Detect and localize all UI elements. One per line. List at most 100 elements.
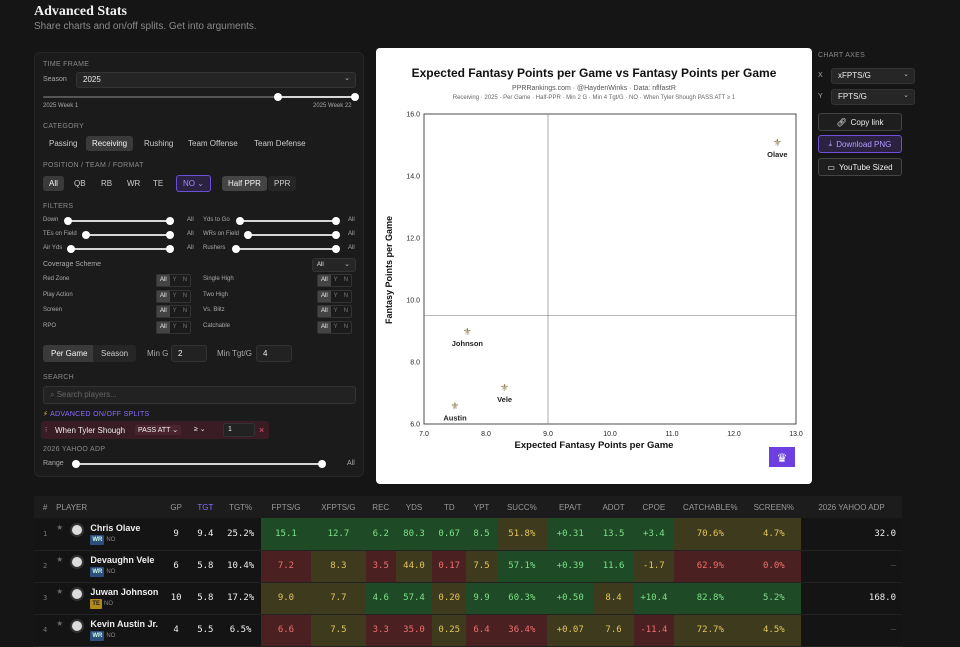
- toggle-option[interactable]: All: [318, 306, 331, 317]
- coverage-select[interactable]: All ⌄: [312, 258, 356, 272]
- position-te[interactable]: TE: [153, 179, 164, 188]
- star-icon[interactable]: ★: [56, 522, 64, 532]
- category-team-defense[interactable]: Team Defense: [254, 139, 306, 148]
- split-op-select[interactable]: ≥ ⌄: [194, 426, 206, 433]
- range-end-handle[interactable]: [351, 93, 359, 101]
- slider-start-handle[interactable]: [236, 217, 244, 225]
- adp-range-slider[interactable]: [72, 460, 326, 468]
- toggle-option[interactable]: Y: [172, 277, 177, 283]
- table-row[interactable]: 2 ★ Devaughn Vele WR NO 6 5.8 10.4% 7.2 8.3 3.5…: [34, 550, 902, 583]
- column-header[interactable]: EPA/T: [547, 496, 594, 518]
- filter-slider[interactable]: [67, 245, 174, 253]
- toggle-option[interactable]: Y: [172, 292, 177, 299]
- y-axis-select[interactable]: FPTS/G ⌄: [831, 89, 915, 105]
- slider-end-handle[interactable]: [166, 231, 174, 239]
- slider-start-handle[interactable]: [232, 245, 240, 253]
- slider-end-handle[interactable]: [166, 217, 174, 225]
- toggle-option[interactable]: Y: [172, 308, 177, 314]
- column-header[interactable]: TGT: [190, 496, 221, 518]
- min-tgt-input[interactable]: 4: [256, 345, 292, 362]
- filter-slider[interactable]: [232, 245, 340, 253]
- slider-start-handle[interactable]: [244, 231, 252, 239]
- yes-no-toggle[interactable]: All Y N: [317, 305, 353, 318]
- column-header[interactable]: SUCC%: [496, 496, 548, 518]
- column-header[interactable]: SCREEN%: [746, 496, 802, 518]
- column-header[interactable]: TGT%: [220, 496, 261, 518]
- category-receiving[interactable]: Receiving: [86, 136, 134, 151]
- toggle-option[interactable]: All: [157, 290, 170, 302]
- slider-end-handle[interactable]: [332, 231, 340, 239]
- star-icon[interactable]: ★: [56, 587, 64, 596]
- column-header[interactable]: REC: [365, 496, 396, 518]
- table-row[interactable]: 4 ★ Kevin Austin Jr. WR NO 4 5.5 6.5% 6.6 7.5 3…: [34, 614, 902, 647]
- toggle-option[interactable]: N: [343, 292, 349, 299]
- format-ppr[interactable]: PPR: [268, 176, 297, 191]
- toggle-option[interactable]: Y: [172, 323, 177, 330]
- toggle-option[interactable]: N: [182, 323, 188, 330]
- star-icon[interactable]: ★: [56, 619, 64, 628]
- slider-end-handle[interactable]: [332, 245, 340, 253]
- week-range-slider[interactable]: [43, 93, 359, 101]
- column-header[interactable]: FPTS/G: [260, 496, 312, 518]
- player-cell[interactable]: ★ Chris Olave WR NO: [56, 518, 163, 551]
- slider-start-handle[interactable]: [82, 231, 90, 239]
- toggle-option[interactable]: N: [343, 323, 349, 330]
- table-row[interactable]: 3 ★ Juwan Johnson TE NO 10 5.8 17.2% 9.0 7.7 4.…: [34, 582, 902, 615]
- slider-start-handle[interactable]: [64, 217, 72, 225]
- position-wr[interactable]: WR: [127, 179, 141, 188]
- toggle-option[interactable]: All: [157, 275, 170, 286]
- player-name[interactable]: Devaughn Vele: [90, 555, 155, 565]
- player-name[interactable]: Chris Olave: [90, 522, 141, 533]
- yes-no-toggle[interactable]: All Y N: [317, 320, 353, 334]
- adp-end-handle[interactable]: [318, 460, 326, 468]
- toggle-option[interactable]: N: [182, 292, 188, 299]
- toggle-option[interactable]: Y: [333, 323, 338, 330]
- player-name[interactable]: Kevin Austin Jr.: [90, 619, 159, 629]
- yes-no-toggle[interactable]: All Y N: [156, 320, 192, 334]
- slider-end-handle[interactable]: [166, 245, 174, 253]
- toggle-option[interactable]: All: [157, 306, 170, 317]
- position-qb[interactable]: QB: [74, 179, 86, 188]
- yes-no-toggle[interactable]: All Y N: [156, 305, 192, 318]
- toggle-option[interactable]: Y: [333, 308, 338, 314]
- yes-no-toggle[interactable]: All Y N: [317, 274, 353, 287]
- drag-handle-icon[interactable]: ⁝: [45, 427, 48, 434]
- star-icon[interactable]: ★: [56, 555, 64, 564]
- filter-slider[interactable]: [236, 217, 340, 225]
- slider-end-handle[interactable]: [332, 217, 340, 225]
- column-header[interactable]: 2026 YAHOO ADP: [801, 496, 902, 518]
- filter-slider[interactable]: [82, 231, 174, 239]
- player-cell[interactable]: ★ Devaughn Vele WR NO: [56, 550, 163, 583]
- toggle-option[interactable]: N: [182, 308, 188, 314]
- table-row[interactable]: 1 ★ Chris Olave WR NO 9 9.4 25.2% 15.1 12.7 6.2…: [34, 518, 902, 551]
- range-start-handle[interactable]: [274, 93, 282, 101]
- x-axis-select[interactable]: xFPTS/G ⌄: [831, 68, 915, 84]
- slider-start-handle[interactable]: [67, 245, 75, 253]
- column-header[interactable]: CATCHABLE%: [674, 496, 747, 518]
- youtube-sized-button[interactable]: ▭ YouTube Sized: [818, 158, 902, 176]
- toggle-option[interactable]: All: [318, 275, 331, 286]
- toggle-option[interactable]: All: [318, 290, 331, 302]
- player-cell[interactable]: ★ Kevin Austin Jr. WR NO: [56, 614, 163, 647]
- column-header[interactable]: GP: [162, 496, 191, 518]
- column-header[interactable]: XFPTS/G: [311, 496, 366, 518]
- close-icon[interactable]: ×: [259, 425, 265, 435]
- yes-no-toggle[interactable]: All Y N: [156, 289, 192, 303]
- category-team-offense[interactable]: Team Offense: [188, 139, 238, 148]
- mode-per-game[interactable]: Per Game: [43, 345, 96, 362]
- team-select[interactable]: NO ⌄: [176, 175, 211, 192]
- split-value-input[interactable]: 1: [223, 423, 255, 437]
- toggle-option[interactable]: N: [343, 308, 349, 314]
- player-name[interactable]: Juwan Johnson: [90, 587, 159, 597]
- player-cell[interactable]: ★ Juwan Johnson TE NO: [56, 582, 163, 615]
- yes-no-toggle[interactable]: All Y N: [317, 289, 353, 303]
- toggle-option[interactable]: All: [318, 321, 331, 333]
- column-header[interactable]: YPT: [466, 496, 497, 518]
- mode-season[interactable]: Season: [93, 345, 137, 362]
- toggle-option[interactable]: All: [157, 321, 170, 333]
- min-g-input[interactable]: 2: [171, 345, 207, 362]
- filter-slider[interactable]: [64, 217, 174, 225]
- copy-link-button[interactable]: 🔗︎ Copy link: [818, 113, 902, 131]
- column-header[interactable]: TD: [432, 496, 467, 518]
- adp-start-handle[interactable]: [72, 460, 80, 468]
